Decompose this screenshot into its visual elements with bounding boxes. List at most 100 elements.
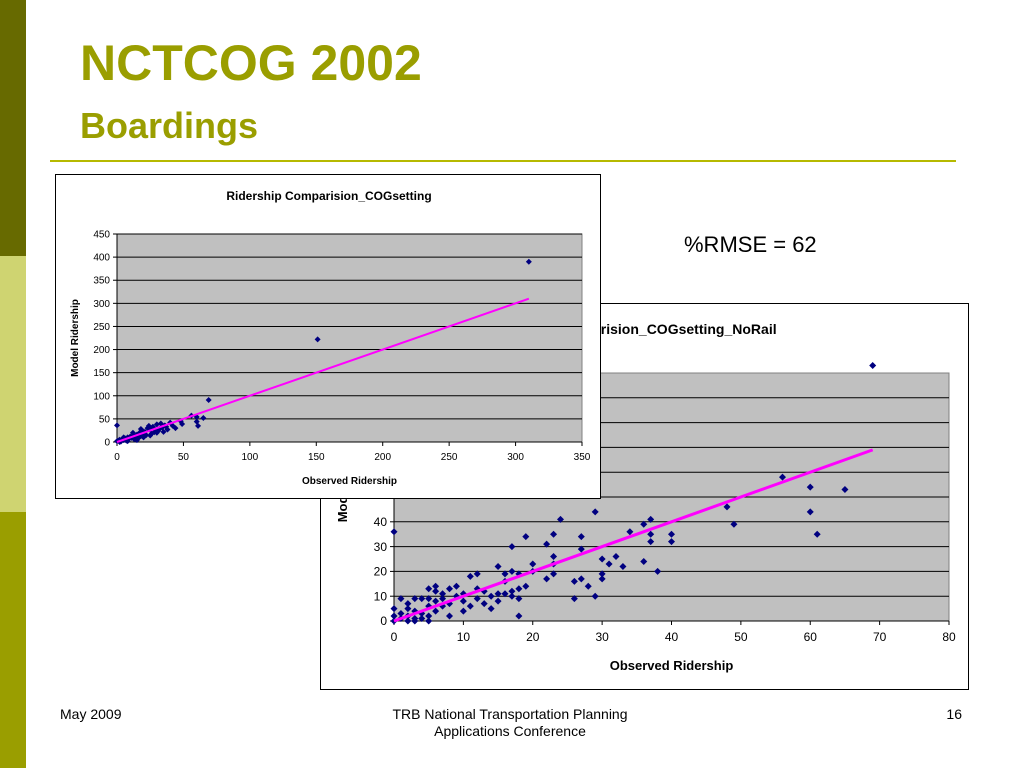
data-point [550,530,558,538]
data-point [129,429,136,436]
x-tick-label: 150 [308,452,325,463]
data-point [640,557,648,565]
data-point [730,520,738,528]
data-point [591,508,599,516]
data-point [459,597,467,605]
data-point [432,607,440,615]
footer-page-number: 16 [946,706,962,722]
data-point [314,336,321,343]
data-point [612,553,620,561]
data-point [841,486,849,494]
y-tick-label: 0 [104,438,110,449]
data-point [404,600,412,608]
data-point [522,533,530,541]
y-tick-label: 150 [93,368,110,379]
data-point [164,426,171,433]
data-point [418,615,426,623]
x-tick-label: 30 [595,630,609,644]
x-tick-label: 20 [526,630,540,644]
data-point [584,582,592,590]
data-point [647,515,655,523]
data-point [397,595,405,603]
data-point [598,555,606,563]
rmse-label: %RMSE = 62 [684,232,817,257]
y-tick-label: 250 [93,322,110,333]
x-tick-label: 50 [178,452,190,463]
data-point [157,420,164,427]
y-tick-label: 10 [374,589,388,603]
data-point [140,434,147,441]
data-point [193,414,200,421]
footer-conference: TRB National Transportation Planning App… [340,706,680,740]
plot-area [116,233,583,443]
chart-cog-frame: Ridership Comparision_COGsetting 0 50 100 15… [55,174,601,499]
data-point [570,595,578,603]
data-point [779,473,786,481]
data-point [557,515,564,523]
data-point [501,570,509,578]
data-point [543,575,551,583]
data-point [487,605,495,613]
data-point [446,612,453,620]
data-point [425,595,433,603]
x-tick-label: 0 [114,452,120,463]
data-point [153,429,160,436]
data-point [647,530,655,538]
data-point [425,612,433,620]
x-tick-label: 80 [942,630,956,644]
data-point [508,592,516,600]
data-point [473,595,481,603]
data-point [577,575,585,583]
data-point [522,582,530,590]
footer-conference-line2: Applications Conference [434,723,586,739]
data-point [205,396,212,403]
y-tick-label: 300 [93,299,110,310]
data-point [179,420,186,427]
data-point [487,592,495,600]
data-point [160,428,167,435]
data-point [508,567,516,575]
footer-conference-line1: TRB National Transportation Planning [392,706,628,722]
data-point [654,567,662,575]
data-point [397,610,405,618]
data-point [439,595,447,603]
data-point [494,597,502,605]
data-point [501,590,509,598]
data-point [459,607,467,615]
data-point [619,562,627,570]
data-point [640,520,648,528]
data-point [446,585,453,593]
data-point [515,612,523,620]
data-point [529,560,537,568]
chart-title: arision_COGsetting_NoRail [593,321,777,337]
x-tick-label: 50 [734,630,748,644]
footer-date: May 2009 [60,706,122,722]
data-point [425,617,433,625]
x-axis-label: Observed Ridership [610,658,734,673]
data-point [543,540,551,548]
data-point [390,528,398,536]
data-point [425,585,433,593]
x-tick-label: 40 [665,630,679,644]
data-point [508,587,516,595]
data-point [466,572,474,580]
data-point [418,595,426,603]
data-point [193,418,200,425]
data-point [806,508,814,516]
data-point [404,617,412,625]
data-point [390,605,398,613]
data-point [508,543,516,551]
y-tick-label: 30 [374,540,388,554]
data-point [390,612,398,620]
data-point [439,590,447,598]
data-point [577,545,585,553]
data-point [137,426,144,433]
x-tick-label: 60 [804,630,818,644]
y-tick-label: 100 [93,391,110,402]
data-point [494,590,502,598]
slide-subtitle: Boardings [80,105,259,146]
data-point [591,592,599,600]
data-point [813,530,821,538]
data-point [480,600,488,608]
x-tick-label: 250 [441,452,458,463]
